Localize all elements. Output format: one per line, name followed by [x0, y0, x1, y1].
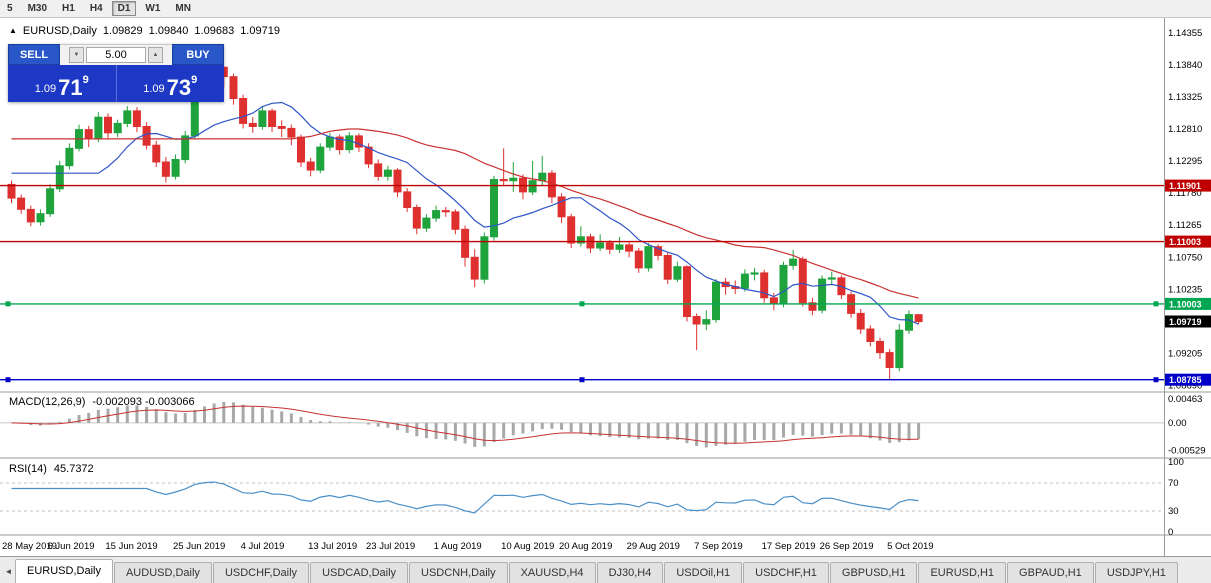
svg-text:1.10003: 1.10003 [1169, 299, 1202, 309]
volume-increase-button[interactable]: ▲ [148, 47, 163, 63]
buy-price-pipette: 9 [191, 74, 198, 86]
svg-text:1.11265: 1.11265 [1168, 220, 1202, 231]
svg-text:26 Sep 2019: 26 Sep 2019 [820, 541, 874, 552]
svg-text:29 Aug 2019: 29 Aug 2019 [627, 541, 680, 552]
legend-open: 1.09829 [102, 25, 143, 37]
svg-text:1.10750: 1.10750 [1168, 252, 1202, 263]
svg-text:0.00: 0.00 [1168, 418, 1187, 429]
macd-indicator-name: MACD(12,26,9) [9, 396, 86, 408]
timeframe-h4-button[interactable]: H4 [84, 1, 109, 16]
svg-text:1.09205: 1.09205 [1168, 349, 1202, 360]
tab-gbpusd-h1[interactable]: GBPUSD,H1 [829, 562, 918, 583]
svg-text:17 Sep 2019: 17 Sep 2019 [762, 541, 816, 552]
svg-text:1.10235: 1.10235 [1168, 284, 1202, 295]
tab-usdcad-daily[interactable]: USDCAD,Daily [310, 562, 409, 583]
svg-text:13 Jul 2019: 13 Jul 2019 [308, 541, 357, 552]
svg-text:-0.00529: -0.00529 [1168, 445, 1206, 456]
legend-low: 1.09683 [194, 25, 235, 37]
macd-values: -0.002093 -0.003066 [92, 396, 195, 408]
svg-text:4 Jul 2019: 4 Jul 2019 [241, 541, 285, 552]
legend-high: 1.09840 [148, 25, 189, 37]
price-chart-canvas[interactable]: 1.14355 1.13840 1.13325 1.12810 1.12295 1.117… [0, 18, 1211, 556]
legend-close: 1.09719 [240, 25, 280, 37]
buy-price-button[interactable]: 1.09 73 9 [117, 65, 225, 102]
sell-price-button[interactable]: 1.09 71 9 [8, 65, 116, 102]
rsi-indicator-name: RSI(14) [9, 463, 47, 475]
price-divider [115, 65, 117, 102]
svg-text:0: 0 [1168, 527, 1173, 538]
tab-audusd-daily[interactable]: AUDUSD,Daily [113, 562, 212, 583]
sell-price-main: 71 [58, 75, 83, 101]
svg-text:20 Aug 2019: 20 Aug 2019 [559, 541, 612, 552]
legend-symbol: EURUSD,Daily [22, 25, 97, 37]
tab-usdchf-h1[interactable]: USDCHF,H1 [743, 562, 829, 583]
svg-text:28 May 2019: 28 May 2019 [2, 541, 57, 552]
timeframe-m5-button[interactable]: 5 [1, 1, 19, 16]
svg-text:5 Oct 2019: 5 Oct 2019 [887, 541, 933, 552]
chart-area: 1.14355 1.13840 1.13325 1.12810 1.12295 1.117… [0, 18, 1211, 556]
timeframe-w1-button[interactable]: W1 [139, 1, 166, 16]
sell-button[interactable]: SELL [8, 44, 60, 65]
tab-usdchf-daily[interactable]: USDCHF,Daily [212, 562, 310, 583]
rsi-legend: RSI(14) 45.7372 [9, 463, 94, 475]
volume-control: ▼ ▲ [60, 44, 172, 65]
svg-text:1.08785: 1.08785 [1169, 375, 1202, 385]
svg-text:70: 70 [1168, 478, 1179, 489]
timeframe-toolbar: 5 M30 H1 H4 D1 W1 MN [0, 0, 1211, 18]
volume-input[interactable] [86, 47, 146, 63]
timeframe-m30-button[interactable]: M30 [22, 1, 53, 16]
tab-gbpaud-h1[interactable]: GBPAUD,H1 [1007, 562, 1094, 583]
svg-text:6 Jun 2019: 6 Jun 2019 [48, 541, 95, 552]
buy-price-prefix: 1.09 [143, 83, 165, 95]
svg-text:1.12295: 1.12295 [1168, 156, 1202, 167]
svg-text:7 Sep 2019: 7 Sep 2019 [694, 541, 743, 552]
tab-eurusd-daily[interactable]: EURUSD,Daily [15, 559, 113, 583]
sell-price-prefix: 1.09 [34, 83, 57, 95]
timeframe-mn-button[interactable]: MN [169, 1, 197, 16]
tab-dj30-h4[interactable]: DJ30,H4 [596, 562, 664, 583]
svg-text:1 Aug 2019: 1 Aug 2019 [434, 541, 482, 552]
tab-usdjpy-h1[interactable]: USDJPY,H1 [1094, 562, 1178, 583]
macd-legend: MACD(12,26,9) -0.002093 -0.003066 [9, 396, 195, 408]
svg-text:1.08690: 1.08690 [1168, 381, 1202, 392]
timeframe-d1-button[interactable]: D1 [111, 1, 137, 16]
chart-legend: ▲ EURUSD,Daily 1.09829 1.09840 1.09683 1… [9, 25, 280, 37]
svg-text:23 Jul 2019: 23 Jul 2019 [366, 541, 415, 552]
one-click-trading-panel: SELL ▼ ▲ BUY 1.09 71 9 1.09 73 9 [8, 44, 224, 102]
svg-text:1.11003: 1.11003 [1169, 237, 1201, 247]
buy-button[interactable]: BUY [172, 44, 224, 65]
svg-text:25 Jun 2019: 25 Jun 2019 [173, 541, 225, 552]
svg-text:100: 100 [1168, 457, 1184, 468]
timeframe-h1-button[interactable]: H1 [56, 1, 81, 16]
buy-price-main: 73 [166, 75, 192, 101]
tabs-scroll-left-icon[interactable]: ◄ [4, 567, 13, 576]
tab-usdcnh-daily[interactable]: USDCNH,Daily [409, 562, 508, 583]
chart-tabs-bar: ◄ EURUSD,Daily AUDUSD,Daily USDCHF,Daily… [0, 556, 1211, 583]
svg-text:1.13325: 1.13325 [1168, 92, 1202, 103]
volume-decrease-button[interactable]: ▼ [69, 47, 84, 63]
tab-xauusd-h4[interactable]: XAUUSD,H4 [508, 562, 596, 583]
sell-price-pipette: 9 [82, 74, 89, 86]
svg-text:1.14355: 1.14355 [1168, 28, 1202, 39]
svg-text:15 Jun 2019: 15 Jun 2019 [105, 541, 157, 552]
svg-text:30: 30 [1168, 506, 1179, 517]
tab-eurusd-h1[interactable]: EURUSD,H1 [918, 562, 1007, 583]
svg-text:1.09719: 1.09719 [1169, 317, 1202, 327]
tab-usdoil-h1[interactable]: USDOil,H1 [664, 562, 743, 583]
svg-text:1.11780: 1.11780 [1168, 188, 1202, 199]
chart-shift-icon: ▲ [9, 26, 17, 35]
rsi-value: 45.7372 [53, 463, 94, 475]
svg-text:1.13840: 1.13840 [1168, 60, 1202, 71]
svg-text:10 Aug 2019: 10 Aug 2019 [501, 541, 554, 552]
svg-text:1.12810: 1.12810 [1168, 124, 1202, 135]
svg-text:1.11901: 1.11901 [1169, 181, 1201, 191]
svg-text:0.00463: 0.00463 [1168, 394, 1202, 405]
